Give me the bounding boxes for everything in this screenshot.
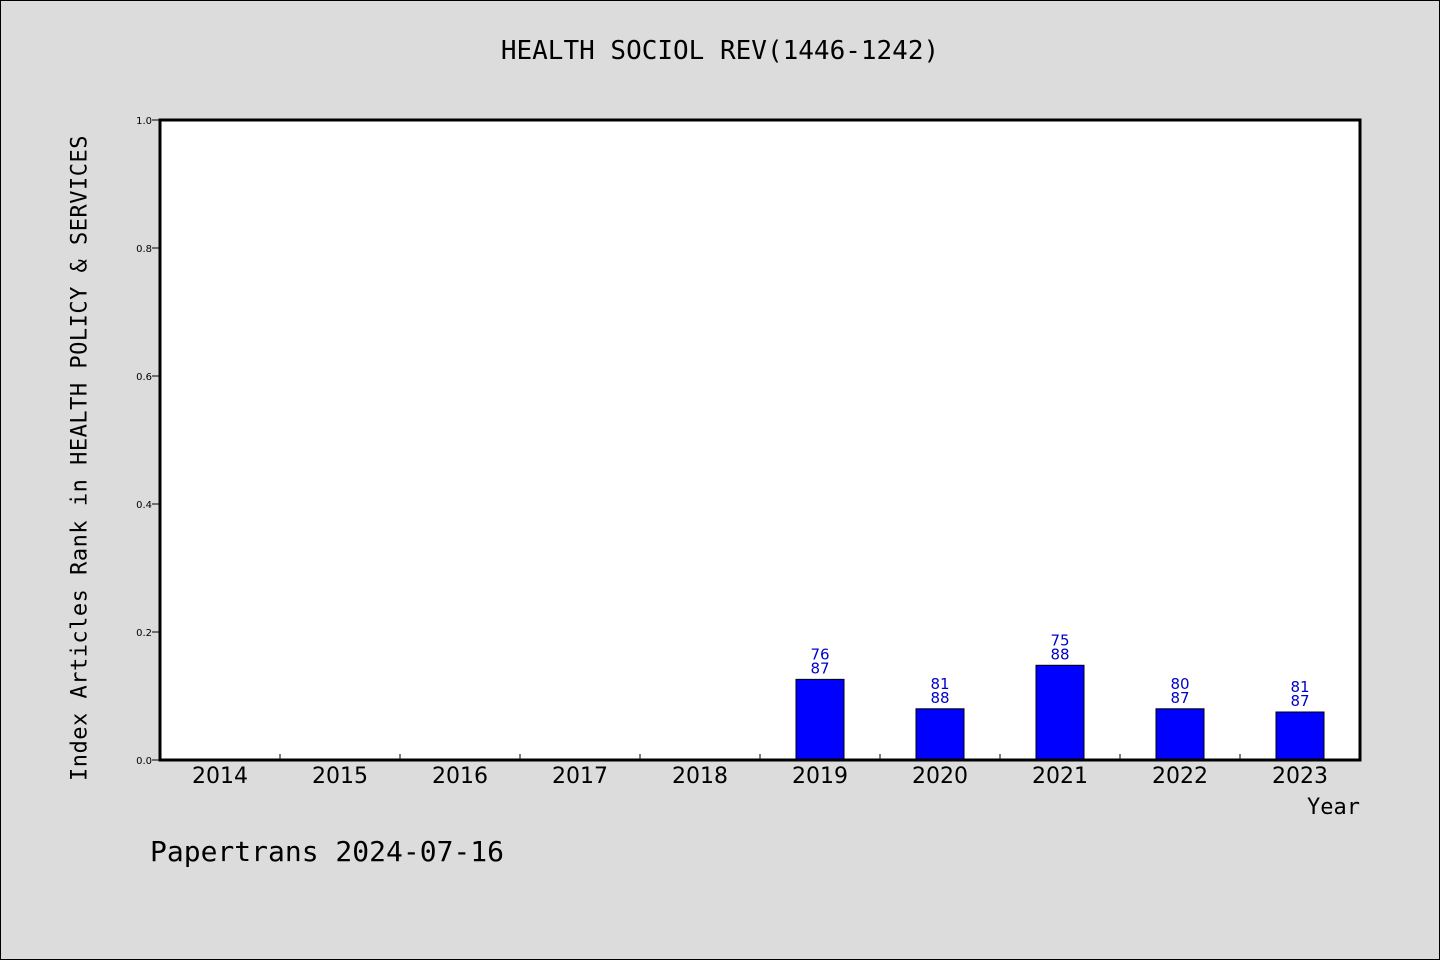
bar-label-rank: 81 — [930, 675, 949, 693]
plot-border — [158, 118, 1362, 762]
bar-label-rank: 76 — [810, 645, 829, 663]
bar-label-rank: 75 — [1050, 631, 1069, 649]
y-tick-label: 0.8 — [136, 244, 152, 255]
y-tick-label: 0.4 — [136, 500, 152, 511]
x-axis-ticks: 2014 2015 2016 2017 2018 2019 2020 2021 2022 2023 — [192, 754, 1328, 789]
bar-label-total: 87 — [1170, 689, 1189, 707]
bar-2022 — [1155, 708, 1205, 761]
bar-label-total: 87 — [1290, 692, 1309, 710]
bar-2020 — [915, 708, 965, 761]
x-tick-label: 2019 — [792, 764, 848, 789]
bar-label-total: 88 — [1050, 645, 1069, 663]
bar-2023 — [1275, 711, 1325, 761]
bar-label-total: 87 — [810, 659, 829, 677]
x-tick-label: 2021 — [1032, 764, 1088, 789]
plot-area — [158, 118, 1362, 762]
bar-label-total: 88 — [930, 689, 949, 707]
y-tick-label: 0.0 — [136, 756, 152, 767]
bar-label-rank: 80 — [1170, 675, 1189, 693]
x-tick-label: 2017 — [552, 764, 608, 789]
x-tick-label: 2014 — [192, 764, 248, 789]
bar-2021 — [1035, 664, 1085, 761]
x-tick-label: 2023 — [1272, 764, 1328, 789]
x-tick-label: 2022 — [1152, 764, 1208, 789]
x-tick-label: 2015 — [312, 764, 368, 789]
y-tick-label: 0.6 — [136, 372, 152, 383]
y-tick-label: 0.2 — [136, 628, 152, 639]
bar-2019 — [795, 678, 845, 761]
chart-title: HEALTH SOCIOL REV(1446-1242) — [500, 36, 940, 66]
y-axis-ticks: 0.0 0.2 0.4 0.6 0.8 1.0 — [136, 116, 160, 767]
x-tick-label: 2018 — [672, 764, 728, 789]
x-tick-label: 2020 — [912, 764, 968, 789]
y-tick-label: 1.0 — [136, 116, 152, 127]
footer-credit: Papertrans 2024-07-16 — [150, 835, 505, 868]
bar-label-rank: 81 — [1290, 678, 1309, 696]
x-axis-label: Year — [1307, 795, 1360, 820]
x-tick-label: 2016 — [432, 764, 488, 789]
